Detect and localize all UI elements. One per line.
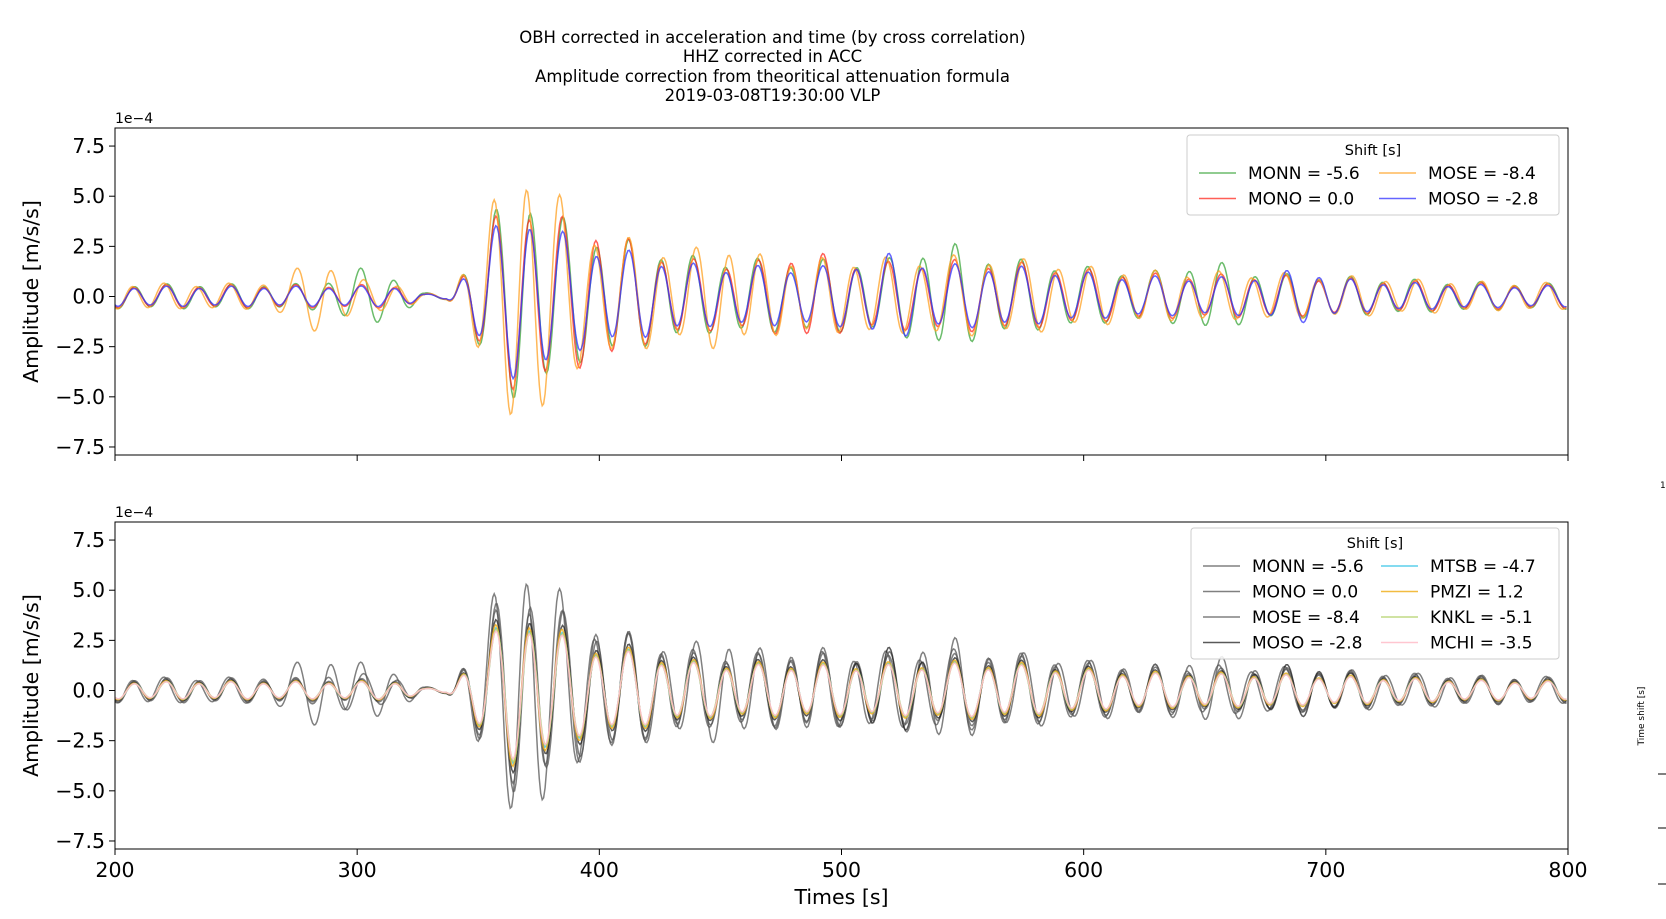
x-tick-label: 800: [1548, 858, 1587, 882]
y-tick-label: −2.5: [55, 729, 105, 753]
y-tick-label: 0.0: [72, 679, 105, 703]
legend-entry-mchi: MCHI = -3.5: [1430, 634, 1533, 654]
series-line-moso: [115, 224, 1567, 381]
top-panel: −7.5 −5.0 −2.5 0.0 2.5 5.0 7.5 1e−4 Amplitude [m…: [19, 111, 1569, 461]
title-line-3: Amplitude correction from theoritical at…: [535, 66, 1010, 86]
series-line-monn: [115, 209, 1567, 399]
legend-entry-knkl: KNKL = -5.1: [1430, 608, 1533, 628]
legend-title: Shift [s]: [1345, 143, 1401, 159]
legend-entry-mose: MOSE = -8.4: [1428, 164, 1536, 184]
title-line-1: OBH corrected in acceleration and time (…: [519, 28, 1026, 47]
legend-entry-mtsb: MTSB = -4.7: [1430, 557, 1536, 577]
legend-title: Shift [s]: [1347, 536, 1403, 552]
x-axis-label: Times [s]: [793, 885, 888, 909]
y-tick-label: 2.5: [72, 234, 105, 258]
legend-entry-mose: MOSE = -8.4: [1252, 608, 1360, 628]
side-panel-ylabel: Time shift [s]: [1637, 687, 1647, 747]
series-group: [115, 188, 1568, 416]
legend-entry-pmzi: PMZI = 1.2: [1430, 583, 1524, 603]
side-panel-fragment: 1 Time shift [s]: [1637, 481, 1666, 885]
series-line-mchi: [115, 629, 1567, 761]
y-tick-label: −7.5: [55, 435, 105, 459]
legend-entry-mono: MONO = 0.0: [1248, 190, 1354, 210]
y-tick-label: −7.5: [55, 829, 105, 853]
title-line-2: HHZ corrected in ACC: [682, 47, 863, 67]
x-tick-label: 700: [1306, 858, 1345, 882]
y-tick-label: 7.5: [72, 528, 105, 552]
y-tick-label: 0.0: [72, 285, 105, 309]
figure-title: OBH corrected in acceleration and time (…: [0, 28, 1545, 106]
legend-entry-monn: MONN = -5.6: [1252, 557, 1364, 577]
x-tick-label: 300: [338, 858, 377, 882]
side-panel-corner-digit: 1: [1660, 481, 1666, 491]
y-tick-label: 7.5: [72, 134, 105, 158]
series-line-mose: [115, 188, 1568, 416]
series-group: [115, 582, 1568, 810]
legend-box: [1190, 527, 1560, 660]
y-axis-label: Amplitude [m/s/s]: [19, 200, 43, 383]
legend-entry-moso: MOSO = -2.8: [1252, 634, 1362, 654]
y-exponent-label: 1e−4: [115, 505, 153, 521]
legend: Shift [s] MONN = -5.6 MONO = 0.0 MOSE = -8.…: [1190, 527, 1560, 660]
x-tick-label: 500: [822, 858, 861, 882]
title-line-4: 2019-03-08T19:30:00 VLP: [664, 86, 881, 106]
y-tick-label: 5.0: [72, 184, 105, 208]
y-exponent-label: 1e−4: [115, 111, 153, 127]
series-line-mono: [115, 214, 1567, 392]
legend-entry-moso: MOSO = -2.8: [1428, 190, 1538, 210]
y-tick-label: 5.0: [72, 578, 105, 602]
x-tick-label: 400: [580, 858, 619, 882]
y-axis-label: Amplitude [m/s/s]: [19, 594, 43, 777]
y-tick-label: 2.5: [72, 628, 105, 652]
x-tick-label: 600: [1064, 858, 1103, 882]
legend: Shift [s] MONN = -5.6 MONO = 0.0 MOSE = -8.…: [1186, 134, 1560, 216]
y-tick-label: −2.5: [55, 335, 105, 359]
x-tick-label: 200: [95, 858, 134, 882]
legend-entry-monn: MONN = -5.6: [1248, 164, 1360, 184]
y-tick-label: −5.0: [55, 385, 105, 409]
y-tick-label: −5.0: [55, 779, 105, 803]
legend-entry-mono: MONO = 0.0: [1252, 583, 1358, 603]
legend-box: [1186, 134, 1560, 216]
bottom-panel: 200 300 400 500 600 700 800 −7.5 −5.0 −2.5 0.0 2.5 5…: [19, 505, 1588, 909]
